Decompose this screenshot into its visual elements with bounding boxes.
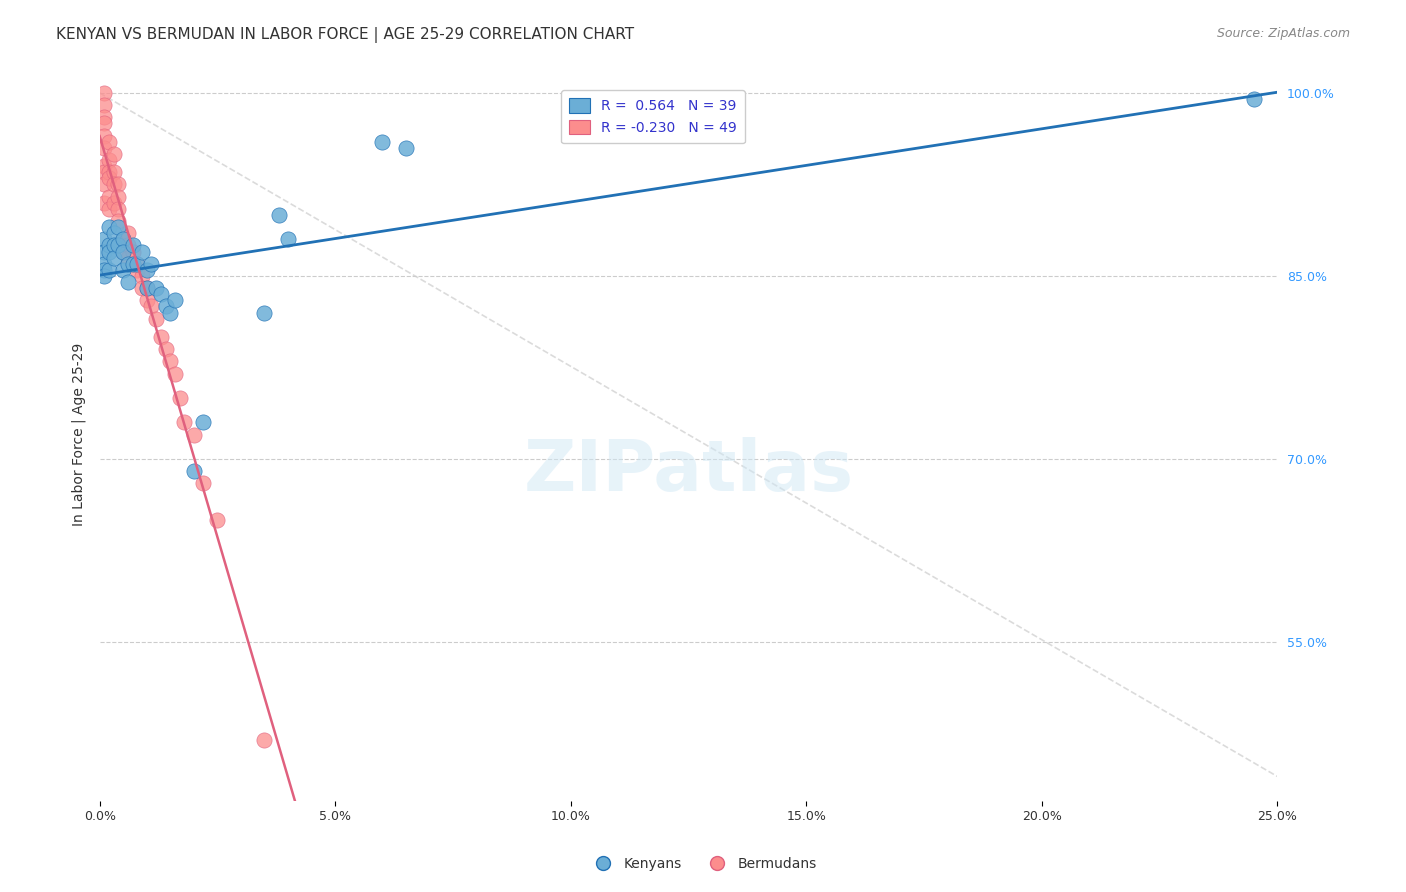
Point: [98, 153, 121, 167]
Point: [135, 281, 157, 295]
Point: [131, 281, 153, 295]
Point: [103, 238, 125, 252]
Point: [169, 391, 191, 405]
Point: [135, 281, 157, 295]
Point: [131, 244, 153, 259]
Point: [267, 208, 290, 222]
Point: [98, 238, 121, 252]
Point: [127, 257, 149, 271]
Point: [149, 330, 172, 344]
Point: [193, 476, 215, 491]
Point: [135, 293, 157, 308]
Point: [93, 268, 115, 283]
Point: [149, 287, 172, 301]
Point: [107, 220, 129, 235]
Point: [112, 232, 135, 246]
Point: [173, 416, 195, 430]
Point: [117, 275, 139, 289]
Point: [93, 232, 115, 246]
Point: [163, 367, 186, 381]
Point: [141, 300, 163, 314]
Point: [159, 354, 181, 368]
Point: [93, 263, 115, 277]
Point: [253, 305, 276, 319]
Point: [98, 171, 121, 186]
Point: [141, 257, 163, 271]
Point: [107, 202, 129, 216]
Point: [98, 244, 121, 259]
Point: [103, 178, 125, 192]
Point: [121, 244, 143, 259]
Point: [107, 178, 129, 192]
Point: [103, 251, 125, 265]
Point: [98, 263, 121, 277]
Point: [135, 263, 157, 277]
Point: [98, 135, 121, 149]
Point: [371, 135, 394, 149]
Point: [121, 238, 143, 252]
Point: [117, 227, 139, 241]
Point: [93, 195, 115, 210]
Point: [107, 238, 129, 252]
Point: [117, 238, 139, 252]
Point: [93, 257, 115, 271]
Point: [183, 464, 205, 478]
Point: [93, 116, 115, 130]
Point: [112, 244, 135, 259]
Text: Source: ZipAtlas.com: Source: ZipAtlas.com: [1216, 27, 1350, 40]
Y-axis label: In Labor Force | Age 25-29: In Labor Force | Age 25-29: [72, 343, 86, 526]
Point: [193, 416, 215, 430]
Point: [121, 257, 143, 271]
Legend: R =  0.564   N = 39, R = -0.230   N = 49: R = 0.564 N = 39, R = -0.230 N = 49: [561, 90, 745, 144]
Point: [121, 257, 143, 271]
Point: [155, 342, 177, 356]
Point: [112, 263, 135, 277]
Point: [1243, 92, 1265, 106]
Point: [277, 232, 299, 246]
Point: [107, 214, 129, 228]
Point: [159, 305, 181, 319]
Point: [93, 111, 115, 125]
Point: [253, 732, 276, 747]
Point: [183, 427, 205, 442]
Point: [103, 227, 125, 241]
Point: [103, 147, 125, 161]
Point: [145, 281, 167, 295]
Point: [98, 165, 121, 179]
Point: [207, 513, 229, 527]
Point: [93, 141, 115, 155]
Point: [112, 244, 135, 259]
Point: [145, 311, 167, 326]
Point: [98, 202, 121, 216]
Point: [107, 189, 129, 203]
Point: [117, 251, 139, 265]
Point: [117, 257, 139, 271]
Point: [93, 159, 115, 173]
Point: [93, 165, 115, 179]
Point: [98, 189, 121, 203]
Point: [127, 263, 149, 277]
Point: [93, 128, 115, 143]
Point: [93, 244, 115, 259]
Text: ZIPatlas: ZIPatlas: [523, 437, 853, 506]
Point: [155, 300, 177, 314]
Point: [93, 178, 115, 192]
Point: [103, 195, 125, 210]
Point: [163, 293, 186, 308]
Text: KENYAN VS BERMUDAN IN LABOR FORCE | AGE 25-29 CORRELATION CHART: KENYAN VS BERMUDAN IN LABOR FORCE | AGE …: [56, 27, 634, 43]
Point: [98, 220, 121, 235]
Point: [112, 232, 135, 246]
Point: [127, 257, 149, 271]
Point: [103, 165, 125, 179]
Legend: Kenyans, Bermudans: Kenyans, Bermudans: [583, 851, 823, 876]
Point: [93, 98, 115, 112]
Point: [93, 86, 115, 100]
Point: [131, 268, 153, 283]
Point: [395, 141, 418, 155]
